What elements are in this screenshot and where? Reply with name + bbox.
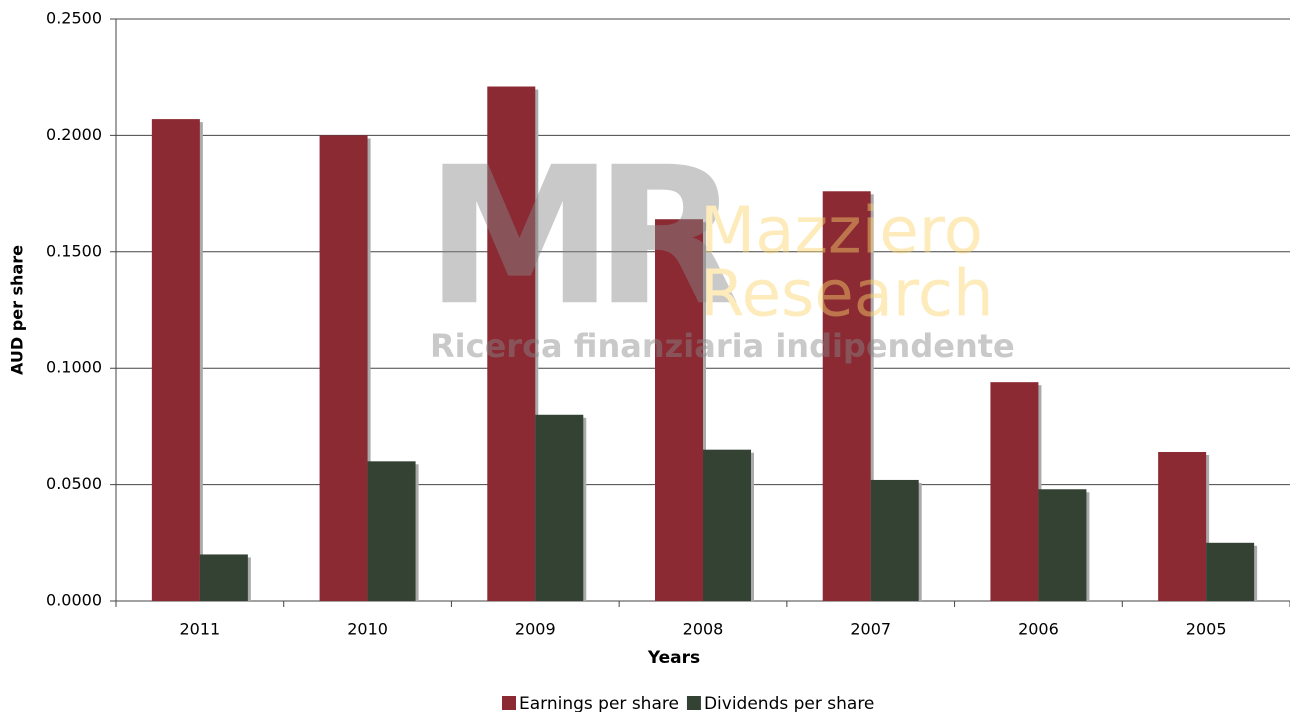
legend-swatch xyxy=(502,696,516,710)
y-tick-label: 0.0000 xyxy=(46,591,102,610)
bar xyxy=(199,554,248,601)
legend: Earnings per share Dividends per share xyxy=(502,694,874,712)
bar xyxy=(1038,489,1087,601)
bar xyxy=(151,119,200,601)
y-tick-label: 0.2000 xyxy=(46,125,102,144)
bar xyxy=(487,86,536,601)
watermark-tagline: Ricerca finanziaria indipendente xyxy=(430,327,1015,365)
bar xyxy=(655,219,703,601)
bar xyxy=(319,135,368,601)
x-tick-label: 2007 xyxy=(850,620,891,639)
watermark-name: Research xyxy=(700,258,994,332)
y-tick-label: 0.1500 xyxy=(46,241,102,260)
x-tick-label: 2008 xyxy=(683,620,724,639)
bar xyxy=(870,479,919,601)
bar xyxy=(535,414,584,601)
bar xyxy=(990,382,1039,601)
watermark-name: Mazziero xyxy=(700,195,983,269)
legend-label: Dividends per share xyxy=(704,694,874,712)
legend-swatch xyxy=(686,696,701,710)
bar xyxy=(822,191,871,601)
x-tick-label: 2006 xyxy=(1018,620,1059,639)
y-tick-label: 0.0500 xyxy=(46,474,102,493)
watermark-logo: MR xyxy=(425,126,737,347)
x-axis-title: Years xyxy=(647,648,700,668)
x-tick-label: 2009 xyxy=(515,620,556,639)
legend-label: Earnings per share xyxy=(519,694,679,712)
bar xyxy=(367,461,416,601)
y-axis-title: AUD per share xyxy=(8,245,27,375)
bar xyxy=(703,449,751,601)
x-tick-label: 2011 xyxy=(179,620,220,639)
bar xyxy=(1206,542,1255,601)
y-tick-label: 0.1000 xyxy=(46,358,102,377)
x-tick-label: 2005 xyxy=(1186,620,1227,639)
bar xyxy=(1158,452,1207,601)
x-tick-label: 2010 xyxy=(347,620,388,639)
y-tick-label: 0.2500 xyxy=(46,9,102,28)
